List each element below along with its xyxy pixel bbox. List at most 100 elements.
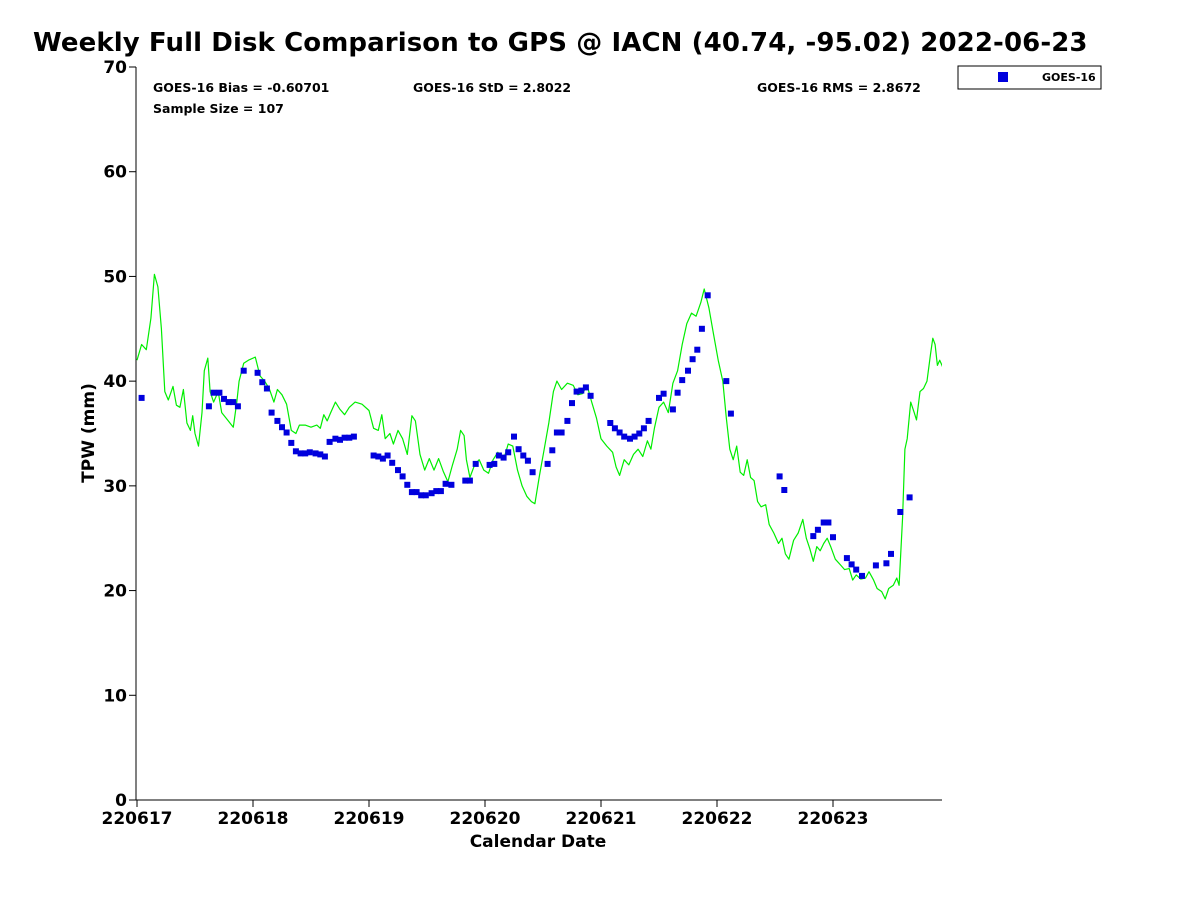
data-point-goes16 xyxy=(656,394,662,401)
data-point-goes16 xyxy=(268,409,275,416)
y-tick-label: 50 xyxy=(103,267,127,287)
data-point-goes16 xyxy=(631,433,638,440)
data-point-goes16 xyxy=(312,450,319,457)
data-point-goes16 xyxy=(302,450,309,457)
x-tick-label: 220621 xyxy=(566,809,637,829)
data-point-goes16 xyxy=(549,447,556,454)
std-stat: GOES-16 StD = 2.8022 xyxy=(413,80,571,95)
data-point-goes16 xyxy=(413,489,420,496)
data-point-goes16 xyxy=(843,555,850,562)
data-point-goes16 xyxy=(346,434,353,441)
data-point-goes16 xyxy=(685,367,691,374)
x-tick-label: 220618 xyxy=(218,809,289,829)
data-point-goes16 xyxy=(395,467,401,474)
data-point-goes16 xyxy=(495,452,502,459)
data-point-goes16 xyxy=(582,384,589,391)
data-point-goes16 xyxy=(350,433,357,440)
data-point-goes16 xyxy=(674,389,681,396)
data-point-goes16 xyxy=(607,420,614,426)
y-tick-label: 40 xyxy=(103,372,127,392)
data-point-goes16 xyxy=(569,400,575,407)
data-point-goes16 xyxy=(240,367,247,374)
data-point-goes16 xyxy=(254,369,261,376)
data-point-goes16 xyxy=(321,453,328,460)
data-point-goes16 xyxy=(433,488,440,495)
data-point-goes16 xyxy=(616,429,623,436)
data-point-goes16 xyxy=(694,346,701,353)
data-point-goes16 xyxy=(636,430,643,437)
data-point-goes16 xyxy=(859,572,865,579)
data-point-goes16 xyxy=(230,399,237,406)
data-point-goes16 xyxy=(448,481,455,488)
data-point-goes16 xyxy=(578,387,585,394)
data-point-goes16 xyxy=(814,526,821,533)
data-point-goes16 xyxy=(341,434,348,441)
data-point-goes16 xyxy=(679,377,686,384)
legend-label-goes16: GOES-16 xyxy=(1042,71,1096,84)
data-point-goes16 xyxy=(486,461,493,468)
data-point-goes16 xyxy=(326,438,333,445)
data-point-goes16 xyxy=(897,509,904,515)
data-point-goes16 xyxy=(279,424,285,431)
data-point-goes16 xyxy=(776,473,783,480)
data-point-goes16 xyxy=(370,452,377,459)
data-point-goes16 xyxy=(317,451,324,458)
x-tick-label: 220617 xyxy=(102,809,173,829)
legend-marker-goes16 xyxy=(998,72,1008,82)
data-point-goes16 xyxy=(529,469,536,476)
x-tick-label: 220619 xyxy=(334,809,405,829)
data-point-goes16 xyxy=(553,429,560,436)
data-point-goes16 xyxy=(723,378,730,385)
legend: GOES-16 xyxy=(957,65,1102,90)
data-point-goes16 xyxy=(472,460,479,467)
data-point-goes16 xyxy=(640,425,647,432)
data-point-goes16 xyxy=(611,425,618,432)
data-point-goes16 xyxy=(332,435,339,442)
data-point-goes16 xyxy=(306,449,313,456)
data-point-goes16 xyxy=(515,446,522,453)
data-point-goes16 xyxy=(288,439,295,446)
y-tick-label: 30 xyxy=(103,477,127,497)
x-tick-label: 220623 xyxy=(798,809,869,829)
data-point-goes16 xyxy=(660,390,667,397)
data-point-goes16 xyxy=(872,562,879,569)
data-point-goes16 xyxy=(399,473,406,480)
data-point-goes16 xyxy=(234,403,241,410)
data-point-goes16 xyxy=(544,460,551,467)
x-tick-label: 220620 xyxy=(450,809,521,829)
data-point-goes16 xyxy=(511,433,517,440)
data-point-goes16 xyxy=(428,490,435,497)
data-point-goes16 xyxy=(221,395,227,402)
data-point-goes16 xyxy=(520,452,527,459)
data-point-goes16 xyxy=(442,480,449,487)
data-point-goes16 xyxy=(225,399,232,406)
data-point-goes16 xyxy=(669,406,676,413)
data-point-goes16 xyxy=(216,389,223,396)
data-point-goes16 xyxy=(888,550,894,557)
data-point-goes16 xyxy=(418,492,425,499)
data-point-goes16 xyxy=(853,566,860,573)
data-point-goes16 xyxy=(205,403,212,410)
data-point-goes16 xyxy=(505,449,512,456)
data-point-goes16 xyxy=(292,448,299,455)
bias-stat: GOES-16 Bias = -0.60701 xyxy=(153,80,329,95)
data-point-goes16 xyxy=(698,325,705,332)
data-point-goes16 xyxy=(297,450,304,457)
data-point-goes16 xyxy=(781,487,788,493)
data-point-goes16 xyxy=(564,417,571,424)
data-point-goes16 xyxy=(727,410,734,417)
data-point-goes16 xyxy=(558,429,565,436)
data-point-goes16 xyxy=(274,417,281,424)
y-tick-label: 70 xyxy=(103,58,127,78)
data-point-goes16 xyxy=(389,459,396,466)
data-point-goes16 xyxy=(587,392,594,399)
data-point-goes16 xyxy=(491,460,498,467)
data-point-goes16 xyxy=(404,481,411,488)
sample-size-stat: Sample Size = 107 xyxy=(153,101,284,116)
data-point-goes16 xyxy=(621,433,628,440)
data-point-goes16 xyxy=(906,494,913,501)
plot-area xyxy=(136,67,942,800)
data-point-goes16 xyxy=(848,561,855,568)
data-point-goes16 xyxy=(627,435,633,442)
